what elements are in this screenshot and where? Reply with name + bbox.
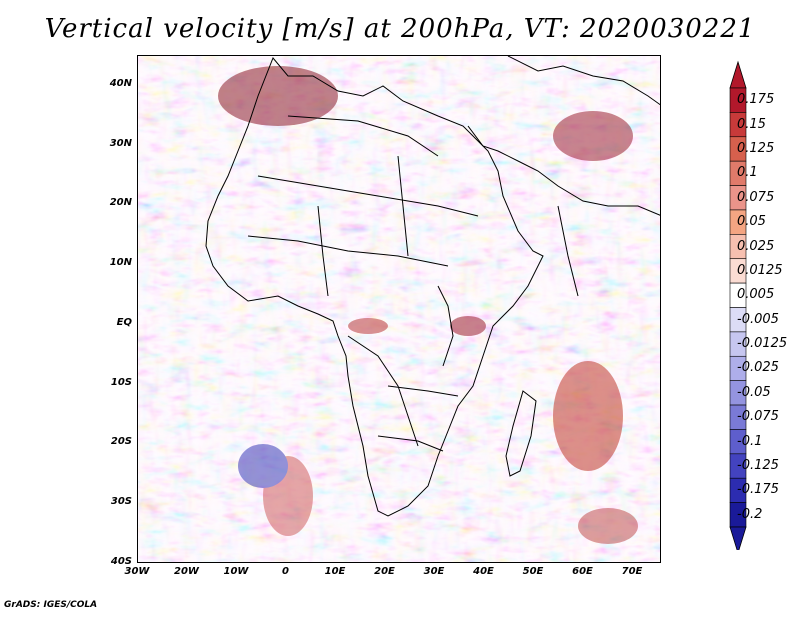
vertical-velocity-field: [138, 56, 660, 562]
lon-label: 70E: [621, 566, 643, 577]
colorbar-label: -0.125: [737, 458, 779, 474]
colorbar-label: -0.025: [737, 360, 779, 376]
colorbar-bottom-arrow: [729, 526, 747, 550]
colorbar-label: -0.1: [737, 433, 763, 449]
lat-label: 40S: [110, 555, 132, 567]
lon-label: 30E: [423, 566, 445, 577]
colorbar-label: 0.0125: [737, 262, 783, 278]
colorbar-label: -0.075: [737, 409, 779, 425]
colorbar-label: -0.0125: [737, 336, 788, 352]
coastlines: [205, 56, 660, 517]
colorbar-label: 0.005: [737, 287, 775, 303]
lon-label: 10E: [324, 566, 346, 577]
lat-label: 20N: [109, 197, 132, 209]
colorbar-label: 0.075: [737, 189, 775, 205]
lat-label: 10N: [109, 257, 132, 269]
lon-label: 60E: [572, 566, 593, 577]
lon-label: 30W: [124, 566, 150, 577]
colorbar-label: 0.125: [737, 140, 775, 156]
lon-label: 20E: [374, 566, 395, 577]
grads-credit: GrADS: IGES/COLA: [4, 600, 98, 610]
colorbar-label: 0.175: [737, 92, 775, 108]
colorbar-label: 0.1: [737, 165, 758, 181]
colorbar-label: 0.025: [737, 238, 775, 254]
colorbar-label: -0.2: [737, 506, 763, 522]
lat-label: 40N: [109, 78, 132, 89]
lat-label: 30N: [109, 137, 132, 149]
lat-label: 10S: [110, 376, 132, 388]
colorbar-top-arrow: [729, 60, 747, 89]
colorbar-label: 0.05: [737, 214, 766, 230]
map-panel: [137, 55, 661, 563]
strong-features: [218, 66, 638, 544]
lat-label: 30S: [110, 495, 132, 507]
colorbar-label: -0.05: [737, 384, 771, 400]
colorbar: [729, 60, 747, 550]
colorbar-label: -0.175: [737, 482, 779, 498]
colorbar-label: 0.15: [737, 116, 766, 132]
lon-label: 20W: [174, 566, 199, 577]
lon-label: 0: [282, 566, 289, 577]
chart-title: Vertical velocity [m/s] at 200hPa, VT: 2…: [44, 14, 756, 44]
lon-label: 40E: [473, 566, 494, 577]
lon-label: 50E: [522, 566, 544, 577]
colorbar-label: -0.005: [737, 311, 779, 327]
lat-label: 20S: [110, 436, 132, 448]
lat-label: EQ: [116, 316, 132, 328]
lon-label: 10W: [223, 566, 249, 577]
